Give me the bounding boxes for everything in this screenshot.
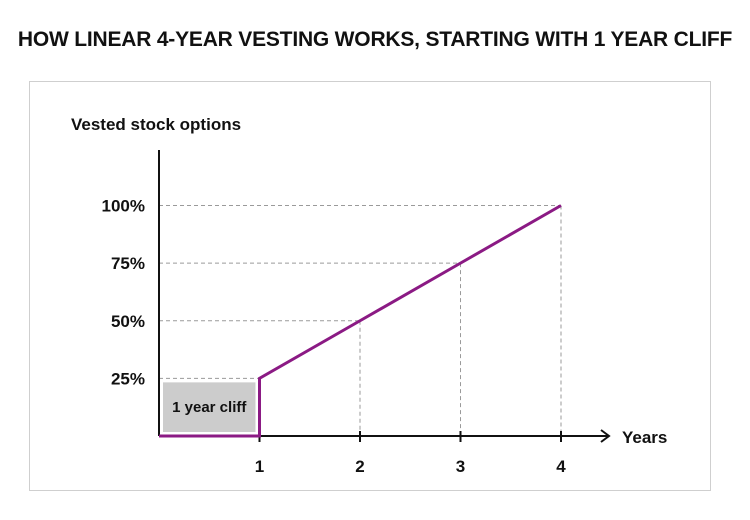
vesting-series-line xyxy=(159,204,562,438)
x-tick-label: 4 xyxy=(556,457,566,476)
x-tick-label: 1 xyxy=(255,457,264,476)
y-axis-label: Vested stock options xyxy=(71,115,241,134)
chart-title: HOW LINEAR 4-YEAR VESTING WORKS, STARTIN… xyxy=(17,28,733,51)
chart-frame xyxy=(29,81,711,491)
x-ticks: 1 2 3 4 xyxy=(255,431,566,476)
guide-lines xyxy=(159,205,562,436)
y-tick-label: 25% xyxy=(111,369,145,388)
x-tick-label: 2 xyxy=(355,457,364,476)
y-tick-label: 75% xyxy=(111,254,145,273)
x-axis-label: Years xyxy=(622,428,667,447)
y-tick-label: 100% xyxy=(102,197,145,216)
cliff-box xyxy=(163,382,256,432)
x-tick-label: 3 xyxy=(456,457,465,476)
cliff-label: 1 year cliff xyxy=(172,399,247,416)
x-axis-arrow-icon xyxy=(600,429,611,443)
y-tick-label: 50% xyxy=(111,312,145,331)
y-ticks: 25% 50% 75% 100% xyxy=(102,197,145,389)
